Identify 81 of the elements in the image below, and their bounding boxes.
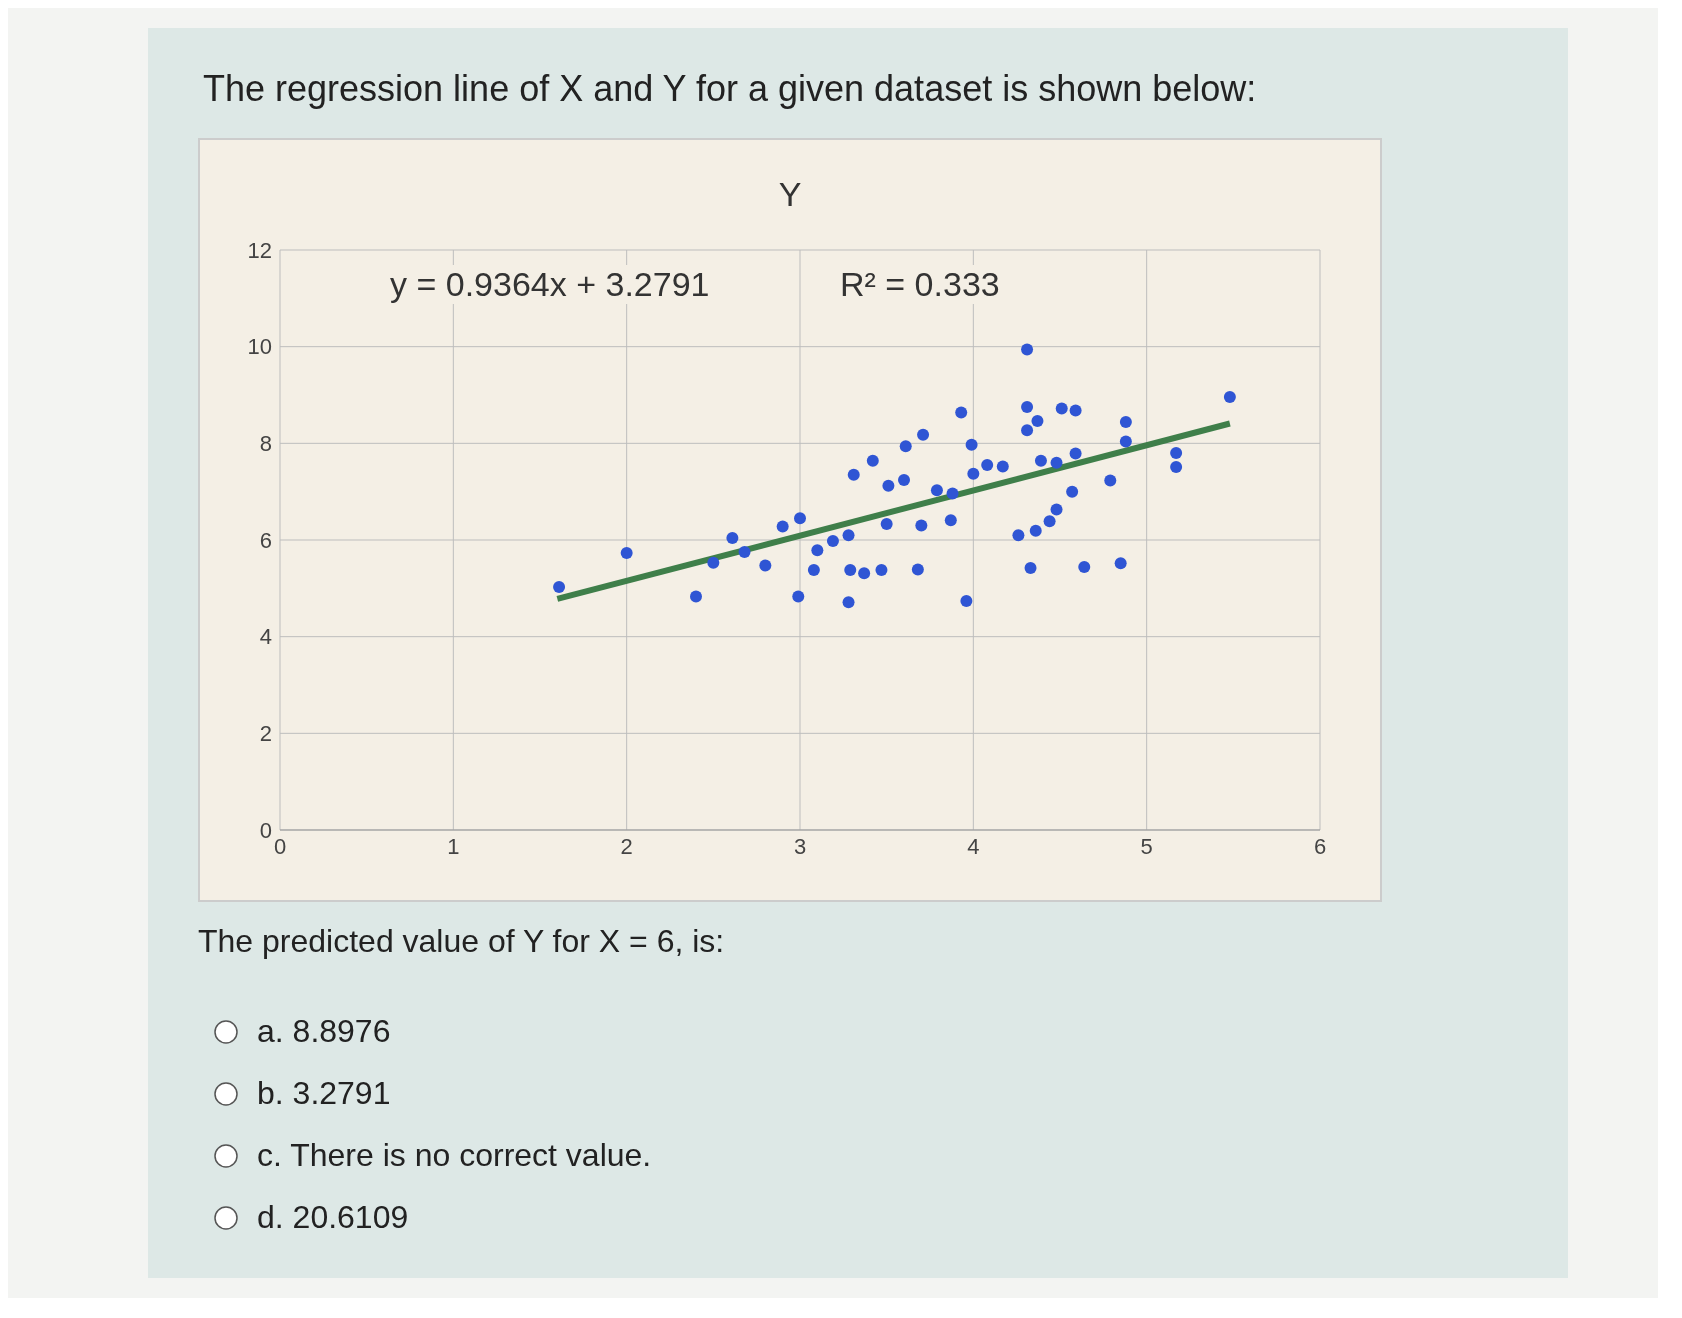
y-tick-label: 12 xyxy=(247,237,272,263)
point xyxy=(1029,524,1042,537)
point xyxy=(1055,402,1068,415)
point xyxy=(1021,343,1034,356)
point xyxy=(1034,454,1047,467)
point xyxy=(1031,415,1044,428)
y-tick-label: 4 xyxy=(259,624,272,650)
point xyxy=(826,534,839,547)
point xyxy=(960,594,973,607)
annotation: R² = 0.333 xyxy=(840,265,1000,304)
point xyxy=(875,563,888,576)
point xyxy=(882,479,895,492)
y-tick-label: 2 xyxy=(259,721,272,747)
point xyxy=(955,406,968,419)
point xyxy=(807,563,820,576)
y-tick-label: 8 xyxy=(259,431,272,457)
y-tick-label: 6 xyxy=(259,527,272,553)
x-tick-label: 5 xyxy=(1140,833,1153,859)
point xyxy=(1119,435,1132,448)
point xyxy=(1223,390,1236,403)
y-tick-label: 10 xyxy=(247,334,272,360)
point xyxy=(1114,557,1127,570)
point xyxy=(1021,401,1034,414)
point xyxy=(690,590,702,603)
point xyxy=(1170,447,1183,459)
point xyxy=(917,428,930,441)
point xyxy=(738,546,751,559)
text: a. 8.8976 xyxy=(256,1013,391,1050)
annotation: y = 0.9364x + 3.2791 xyxy=(390,265,710,304)
point xyxy=(759,559,772,572)
point xyxy=(967,467,980,480)
text: b. 3.2791 xyxy=(256,1075,391,1112)
point xyxy=(911,563,924,576)
point xyxy=(965,438,978,451)
point xyxy=(776,520,789,533)
point xyxy=(1012,529,1025,542)
point xyxy=(880,518,893,531)
point xyxy=(915,519,928,532)
y-tick-label: 0 xyxy=(259,817,272,843)
point xyxy=(726,532,739,545)
point xyxy=(898,474,910,487)
point xyxy=(946,487,959,500)
point xyxy=(620,547,633,560)
text: c. There is no correct value. xyxy=(256,1137,652,1174)
point xyxy=(1078,561,1091,574)
point xyxy=(1024,562,1037,575)
point xyxy=(944,514,957,527)
point xyxy=(1170,461,1183,474)
point xyxy=(794,512,806,525)
point xyxy=(1069,404,1082,417)
point xyxy=(553,580,566,593)
x-tick-label: 4 xyxy=(967,833,980,859)
point xyxy=(1050,456,1063,469)
point xyxy=(1104,474,1117,487)
point xyxy=(981,459,994,472)
point xyxy=(707,556,720,569)
chart-title: Y xyxy=(777,175,803,214)
text: The predicted value of Y for X = 6, is: xyxy=(198,923,725,960)
x-tick-label: 6 xyxy=(1313,833,1327,859)
point xyxy=(1021,424,1034,437)
point xyxy=(899,440,912,453)
point xyxy=(996,460,1009,473)
x-tick-label: 2 xyxy=(620,833,633,859)
x-tick-label: 1 xyxy=(447,833,460,859)
point xyxy=(842,529,855,542)
point xyxy=(792,590,805,603)
point xyxy=(930,484,943,497)
point xyxy=(1043,515,1056,528)
point xyxy=(847,468,860,481)
point xyxy=(842,596,855,609)
point xyxy=(1066,485,1079,498)
point xyxy=(811,544,824,557)
point xyxy=(858,567,871,580)
point xyxy=(1069,447,1082,460)
point xyxy=(844,563,857,576)
x-tick-label: 3 xyxy=(793,833,807,859)
point xyxy=(866,454,879,467)
point xyxy=(1050,503,1063,516)
point xyxy=(1119,416,1132,429)
text: d. 20.6109 xyxy=(256,1199,409,1236)
text: The regression line of X and Y for a given dataset is shown below: xyxy=(203,68,1257,110)
